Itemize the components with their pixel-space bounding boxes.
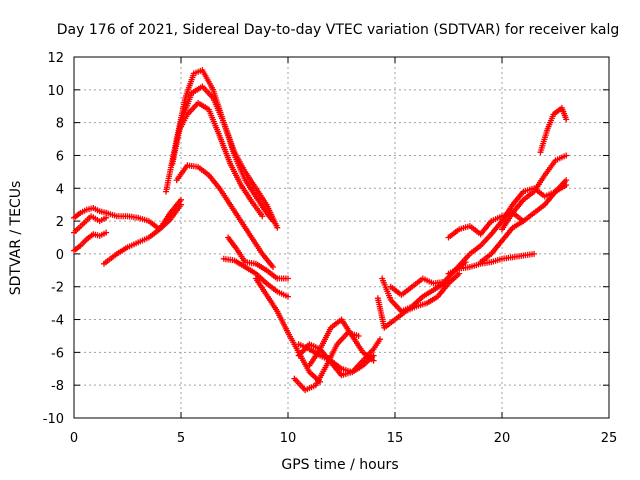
- y-tick-label: 12: [47, 51, 64, 66]
- series-track-5: [101, 196, 184, 267]
- series-track-25: [537, 104, 570, 156]
- x-tick-label: 10: [280, 431, 297, 446]
- x-tick-label: 25: [601, 431, 618, 446]
- series-track-23: [477, 177, 570, 266]
- series-track-12: [252, 275, 324, 385]
- chart-title: Day 176 of 2021, Sidereal Day-to-day VTE…: [57, 22, 619, 38]
- x-tick-label: 5: [177, 431, 185, 446]
- series-track-3: [71, 229, 110, 254]
- y-axis-label: SDTVAR / TECUs: [8, 181, 24, 296]
- series-track-4: [103, 201, 184, 233]
- y-tick-label: 6: [56, 149, 64, 164]
- series-track-11: [220, 255, 291, 300]
- data-point: [274, 224, 281, 231]
- y-tick-label: 0: [56, 248, 64, 263]
- y-tick-label: -6: [51, 346, 64, 361]
- y-tick-label: -8: [51, 379, 64, 394]
- x-axis-label: GPS time / hours: [281, 457, 398, 473]
- data-marks: [71, 67, 570, 394]
- data-point: [563, 152, 570, 159]
- data-point: [259, 213, 266, 220]
- series-track-2: [71, 213, 110, 236]
- y-tick-label: 8: [56, 117, 64, 132]
- data-point: [103, 229, 110, 236]
- series-track-20: [445, 250, 538, 277]
- axis-ticks: 0 5 10 15 20 25 -10 -8 -6 -4 -2 0 2 4 6 8 10 12: [43, 51, 618, 446]
- data-point: [563, 116, 570, 123]
- data-point: [531, 250, 538, 257]
- data-point: [285, 293, 291, 300]
- y-tick-label: 4: [56, 182, 64, 197]
- series-track-9: [173, 162, 276, 270]
- grid-lines: [74, 57, 609, 418]
- plot-frame: [73, 56, 610, 419]
- y-tick-label: -4: [51, 314, 64, 329]
- data-point: [355, 333, 362, 339]
- x-tick-label: 20: [494, 431, 511, 446]
- data-point: [370, 357, 377, 364]
- series-track-10: [225, 234, 291, 282]
- data-point: [441, 280, 448, 287]
- data-point: [178, 196, 184, 203]
- y-tick-label: -2: [51, 281, 64, 296]
- data-point: [285, 275, 291, 282]
- series-track-8: [175, 99, 266, 220]
- data-point: [563, 177, 570, 184]
- series-track-24: [499, 152, 570, 233]
- y-tick-label: -10: [43, 412, 64, 427]
- series-track-7: [169, 83, 281, 231]
- data-point: [270, 264, 276, 270]
- x-tick-label: 15: [387, 431, 404, 446]
- x-tick-label: 0: [70, 431, 78, 446]
- series-track-19: [379, 275, 448, 315]
- series-track-16: [295, 336, 383, 379]
- y-tick-label: 10: [47, 84, 64, 99]
- y-tick-label: 2: [56, 215, 64, 230]
- data-point: [377, 336, 383, 343]
